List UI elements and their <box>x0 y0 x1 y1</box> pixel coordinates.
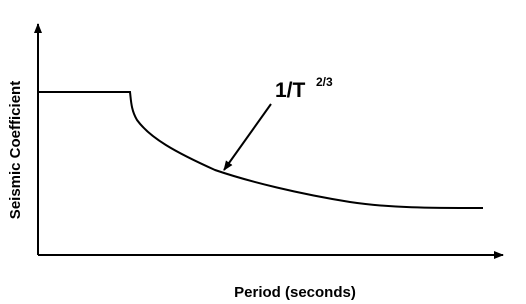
x-axis-label: Period (seconds) <box>234 284 356 301</box>
annotation-superscript: 2/3 <box>316 75 333 89</box>
y-axis-label: Seismic Coefficient <box>7 81 24 219</box>
spectrum-curve <box>38 91 484 209</box>
annotation-arrow <box>223 103 272 171</box>
annotation-text: 1/T <box>275 79 306 102</box>
